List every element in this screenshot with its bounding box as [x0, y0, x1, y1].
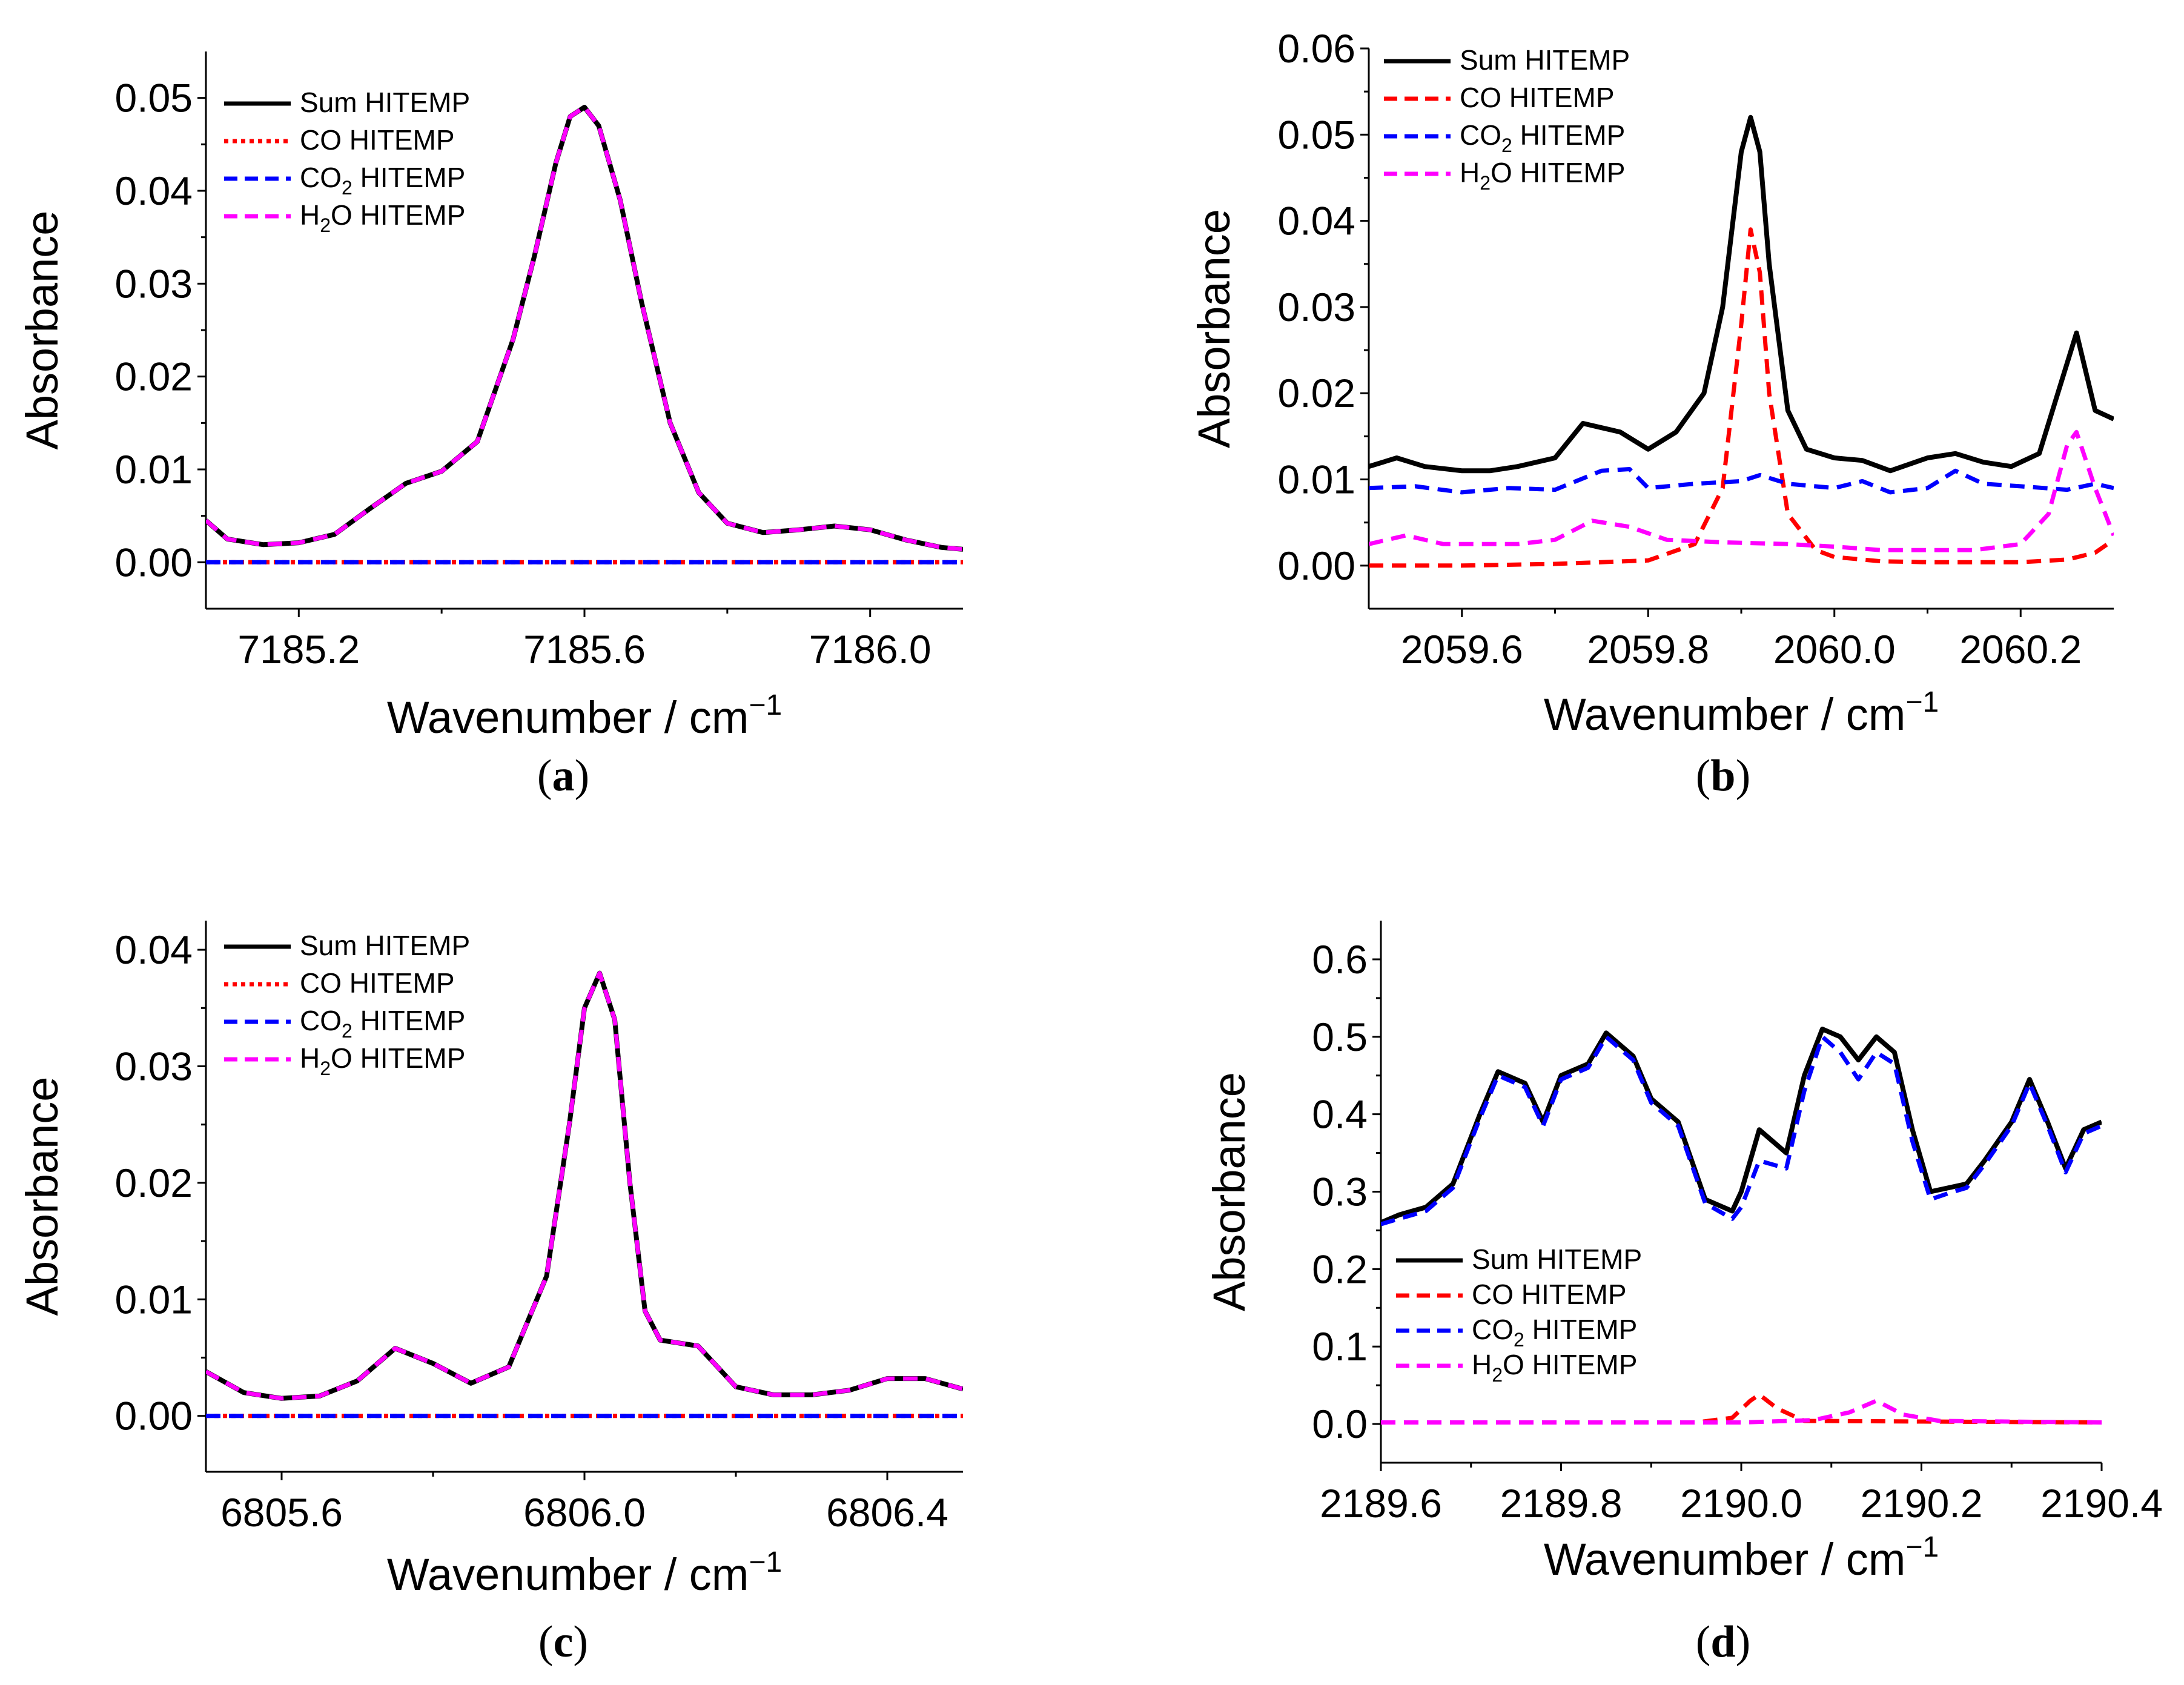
legend-label: CO2 HITEMP [300, 162, 465, 199]
legend-label: Sum HITEMP [300, 930, 470, 961]
panel-caption: (c) [538, 1617, 588, 1667]
chart-panel-d: 0.0 0.1 0.2 0.3 0.4 0.5 0.6 2189.6 2189.8 2190.0 2… [1204, 921, 2163, 1667]
x-tick-label: 2059.8 [1587, 627, 1709, 672]
series-line-sum-hitemp [206, 970, 963, 1401]
x-tick-label: 2189.6 [1320, 1481, 1442, 1526]
x-tick-label: 2190.4 [2040, 1481, 2163, 1526]
series-line-sum-hitemp [1369, 114, 2114, 474]
x-axis-title: Wavenumber / cm−1 [387, 689, 782, 743]
y-tick-label: 0.00 [1278, 543, 1355, 588]
legend-label: Sum HITEMP [1460, 44, 1630, 76]
y-tick-label: 0.02 [1278, 371, 1355, 415]
x-axis-title: Wavenumber / cm−1 [1544, 1531, 1939, 1584]
series-line-sum-hitemp [1381, 1027, 2102, 1225]
chart-panel-b: 0.00 0.01 0.02 0.03 0.04 0.05 0.06 2059.6 2059.8… [1189, 26, 2114, 801]
x-tick-label: 7185.2 [237, 627, 360, 672]
series-line-h2o-hitemp [206, 971, 963, 1401]
y-tick-label: 0.04 [1278, 199, 1355, 243]
x-tick-label: 2060.0 [1773, 627, 1896, 672]
panel-caption: (a) [537, 751, 589, 801]
y-axis-title: Absorbance [1189, 209, 1239, 448]
series-line-co2-hitemp [1381, 1035, 2102, 1227]
legend-label: H2O HITEMP [300, 199, 465, 236]
x-axis-title: Wavenumber / cm−1 [1544, 686, 1939, 740]
y-tick-label: 0.03 [115, 1044, 193, 1088]
x-tick-label: 6806.4 [826, 1490, 948, 1535]
y-tick-label: 0.02 [115, 1160, 193, 1205]
y-tick-label: 0.00 [115, 540, 193, 584]
y-axis-title: Absorbance [17, 1077, 67, 1316]
legend-label: CO HITEMP [300, 967, 455, 999]
legend-label: CO2 HITEMP [1472, 1314, 1637, 1351]
y-tick-label: 0.0 [1312, 1402, 1368, 1446]
y-tick-label: 0.03 [1278, 285, 1355, 329]
series-line-h2o-hitemp [1381, 1399, 2102, 1425]
legend-label: CO HITEMP [1472, 1279, 1627, 1310]
panel-caption: (b) [1696, 751, 1750, 801]
legend-label: Sum HITEMP [1472, 1243, 1642, 1275]
chart-panel-c: 0.00 0.01 0.02 0.03 0.04 6805.6 6806.0 6806.4 Ab… [17, 921, 963, 1667]
series-line-h2o-hitemp [206, 105, 963, 552]
panel-caption: (d) [1696, 1617, 1750, 1667]
x-tick-label: 6805.6 [220, 1490, 343, 1535]
y-tick-label: 0.01 [1278, 457, 1355, 502]
x-tick-label: 2059.6 [1401, 627, 1523, 672]
legend-label: H2O HITEMP [1460, 157, 1625, 194]
x-tick-label: 7185.6 [523, 627, 646, 672]
chart-panel-a: 0.00 0.01 0.02 0.03 0.04 0.05 7185.2 7185.6 7186… [17, 51, 963, 801]
y-tick-label: 0.6 [1312, 937, 1368, 982]
y-tick-label: 0.1 [1312, 1324, 1368, 1369]
y-tick-label: 0.06 [1278, 26, 1355, 71]
y-tick-label: 0.2 [1312, 1246, 1368, 1291]
x-tick-label: 7186.0 [809, 627, 932, 672]
legend-label: H2O HITEMP [300, 1042, 465, 1079]
y-tick-label: 0.03 [115, 261, 193, 306]
y-tick-label: 0.00 [115, 1394, 193, 1438]
legend-label: CO2 HITEMP [300, 1005, 465, 1042]
x-axis-title: Wavenumber / cm−1 [387, 1546, 782, 1600]
y-tick-label: 0.4 [1312, 1092, 1368, 1137]
legend-label: CO HITEMP [1460, 82, 1615, 113]
x-tick-label: 2189.8 [1500, 1481, 1623, 1526]
y-tick-label: 0.04 [115, 168, 193, 213]
x-tick-label: 2190.0 [1680, 1481, 1802, 1526]
y-tick-label: 0.3 [1312, 1170, 1368, 1214]
y-tick-label: 0.01 [115, 447, 193, 492]
y-tick-label: 0.05 [115, 76, 193, 121]
series-line-co-hitemp [1369, 227, 2114, 568]
y-axis-title: Absorbance [17, 211, 67, 450]
y-tick-label: 0.05 [1278, 112, 1355, 157]
y-tick-label: 0.5 [1312, 1015, 1368, 1059]
y-tick-label: 0.04 [115, 927, 193, 972]
y-axis-title: Absorbance [1204, 1072, 1254, 1311]
x-tick-label: 6806.0 [523, 1490, 646, 1535]
legend-label: CO2 HITEMP [1460, 119, 1625, 156]
series-line-co-hitemp [1381, 1392, 2102, 1425]
y-tick-label: 0.02 [115, 354, 193, 399]
legend-label: H2O HITEMP [1472, 1349, 1637, 1386]
x-tick-label: 2190.2 [1861, 1481, 1983, 1526]
legend-label: Sum HITEMP [300, 87, 470, 118]
legend-label: CO HITEMP [300, 124, 455, 156]
series-line-h2o-hitemp [1369, 429, 2114, 552]
series-line-co2-hitemp [1369, 467, 2114, 495]
y-tick-label: 0.01 [115, 1277, 193, 1322]
x-tick-label: 2060.2 [1959, 627, 2082, 672]
